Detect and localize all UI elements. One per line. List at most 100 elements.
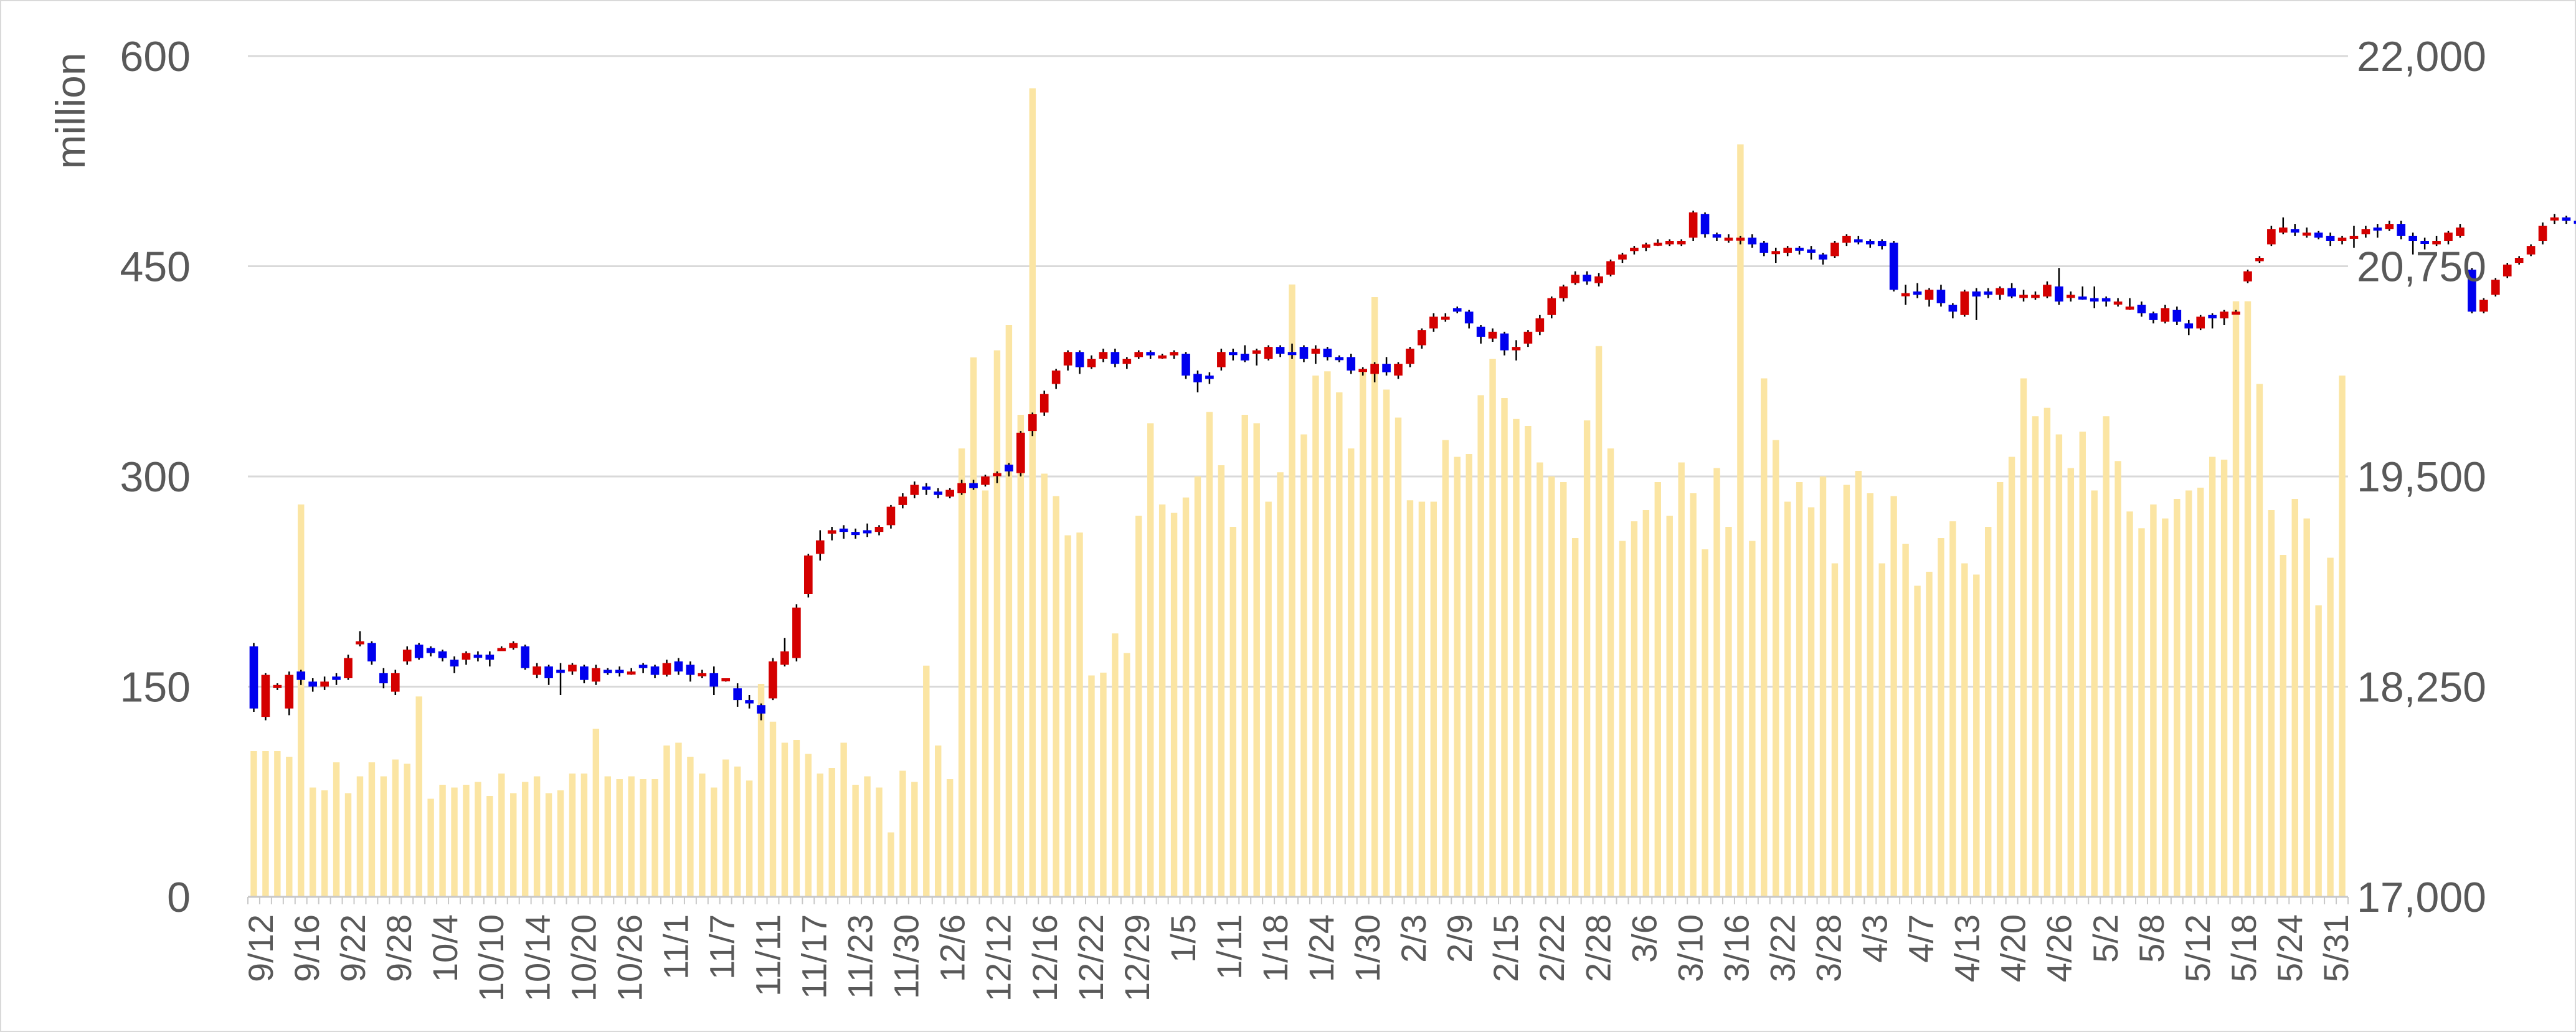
volume-bar xyxy=(580,774,588,897)
x-tick-label: 9/28 xyxy=(379,914,419,982)
candle-up xyxy=(2456,227,2465,236)
volume-bar xyxy=(1890,496,1897,897)
candle-up xyxy=(1406,348,1414,364)
volume-bar xyxy=(286,757,293,897)
x-tick-label: 12/22 xyxy=(1071,914,1110,1001)
candle-down xyxy=(1005,465,1013,471)
volume-bar xyxy=(946,779,954,897)
volume-bar xyxy=(1430,501,1437,897)
volume-bar xyxy=(2339,376,2346,897)
volume-bar xyxy=(1583,420,1591,897)
volume-bar xyxy=(746,780,753,897)
x-tick-label: 1/18 xyxy=(1256,914,1295,982)
candle-down xyxy=(1984,291,1993,295)
volume-bar xyxy=(1702,549,1708,897)
x-tick-label: 9/16 xyxy=(287,914,326,982)
candle-up xyxy=(2479,300,2488,312)
volume-bar xyxy=(2043,407,2051,897)
volume-bar xyxy=(1537,462,1543,897)
volume-bar xyxy=(651,779,658,897)
candle-up xyxy=(2503,264,2512,277)
volume-bar xyxy=(1548,476,1555,897)
candle-down xyxy=(1240,353,1249,361)
volume-bar xyxy=(521,782,529,897)
candle-up xyxy=(2514,258,2524,263)
volume-bar xyxy=(781,742,788,897)
candle-up xyxy=(568,665,577,672)
volume-bar xyxy=(592,729,600,897)
candle-down xyxy=(1913,291,1922,295)
candlesticks xyxy=(249,211,2576,721)
volume-bar xyxy=(1666,516,1673,897)
x-tick-label: 11/23 xyxy=(841,914,880,999)
candle-up xyxy=(804,555,813,594)
candle-down xyxy=(2314,232,2323,238)
candle-up xyxy=(2161,308,2170,322)
candle-down xyxy=(1276,347,1285,354)
candle-up xyxy=(1736,237,1745,241)
volume-bar xyxy=(2280,555,2287,897)
volume-bar xyxy=(533,776,541,897)
volume-bar xyxy=(2032,416,2039,897)
candle-up xyxy=(1594,276,1603,283)
candle-up xyxy=(1122,359,1132,364)
left-axis-ticks: 0 150 300 450 600 xyxy=(120,33,191,921)
candle-down xyxy=(2172,310,2182,322)
candle-up xyxy=(1523,331,1533,344)
volume-bar xyxy=(1466,454,1472,897)
x-tick-label: 4/13 xyxy=(1948,914,1987,982)
left-tick-label: 0 xyxy=(167,874,191,921)
candle-up xyxy=(2361,229,2370,235)
candle-up xyxy=(1925,290,1934,300)
volume-bar xyxy=(757,684,765,897)
volume-bar xyxy=(2268,510,2275,897)
volume-bar xyxy=(722,759,729,897)
candle-down xyxy=(2468,269,2476,312)
x-tick-label: 11/30 xyxy=(887,914,926,999)
volume-bar xyxy=(1996,482,2004,897)
candle-down xyxy=(2397,224,2406,236)
volume-bar xyxy=(356,776,364,897)
candle-down xyxy=(603,670,612,673)
volume-bar xyxy=(1064,535,1071,897)
volume-bar xyxy=(958,448,965,897)
volume-bar xyxy=(2103,416,2110,897)
volume-bar xyxy=(1843,485,1850,897)
volume-bars xyxy=(250,88,2346,897)
volume-bar xyxy=(1985,527,1992,897)
candle-up xyxy=(2550,217,2559,221)
candle-down xyxy=(2149,313,2158,320)
volume-bar xyxy=(2055,434,2063,897)
candle-up xyxy=(2267,229,2276,245)
candle-down xyxy=(296,671,306,680)
candle-up xyxy=(497,648,506,651)
volume-bar xyxy=(828,768,835,897)
candle-up xyxy=(2278,227,2288,233)
candle-down xyxy=(1335,357,1344,361)
candle-up xyxy=(2019,295,2028,298)
volume-bar xyxy=(2079,432,2086,897)
candle-up xyxy=(509,643,518,648)
x-tick-label: 10/20 xyxy=(564,914,603,1001)
x-tick-label: 3/16 xyxy=(1717,914,1756,982)
candle-down xyxy=(934,491,943,495)
volume-bar xyxy=(1336,392,1343,897)
volume-bar xyxy=(321,790,328,897)
candle-up xyxy=(2232,311,2240,315)
x-tick-label: 5/31 xyxy=(2316,914,2356,982)
volume-bar xyxy=(475,782,481,897)
candle-down xyxy=(2137,305,2146,314)
candle-up xyxy=(1028,414,1037,432)
x-axis-ticks: 9/12 9/16 9/22 9/28 10/4 10/10 10/14 10/20 10/26… xyxy=(241,897,2356,1001)
candle-down xyxy=(2090,298,2099,302)
candle-down xyxy=(1700,214,1710,235)
left-axis-label: million xyxy=(47,52,93,169)
volume-bar xyxy=(1053,496,1059,897)
volume-bar xyxy=(1017,415,1025,897)
candle-up xyxy=(1559,286,1568,298)
volume-bar xyxy=(2020,378,2027,897)
volume-bar xyxy=(1902,544,1909,897)
candle-up xyxy=(1618,254,1627,260)
candle-up xyxy=(2337,237,2347,241)
volume-bar xyxy=(852,785,859,897)
